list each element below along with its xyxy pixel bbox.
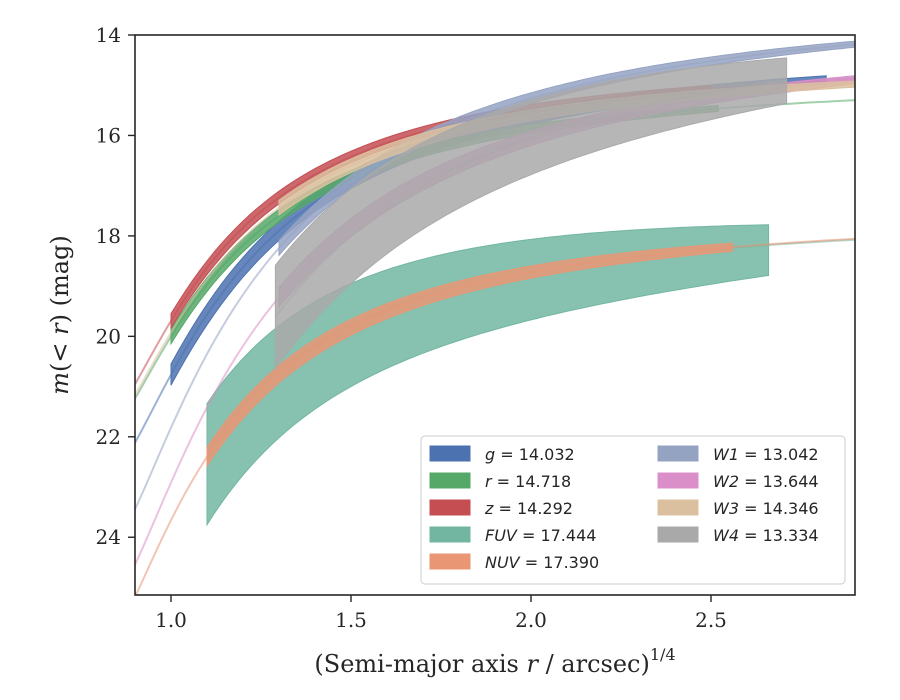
series-nuv-band (206, 242, 734, 468)
legend-swatch-w3 (657, 499, 699, 516)
axes-frame (134, 34, 856, 596)
x-tick-label: 2.5 (695, 608, 727, 632)
legend-label-fuv: FUV = 17.444 (485, 526, 596, 545)
series-w4 (274, 57, 788, 371)
legend-label-nuv: NUV = 17.390 (485, 553, 599, 572)
legend-label-w4: W4 = 13.334 (713, 526, 819, 545)
legend-swatch-fuv (429, 526, 471, 543)
legend: g = 14.032 r = 14.718 z = 14.292 FUV = 17.4… (420, 435, 846, 585)
legend-swatch-r (429, 472, 471, 489)
axis-ticks: 1.0 1.5 2.0 2.5 14 16 18 20 22 24 (96, 23, 727, 632)
x-axis-title: (Semi-major axis r / arcsec)1/4 (314, 645, 675, 678)
legend-label-w1: W1 = 13.042 (713, 445, 819, 464)
legend-label-r: r = 14.718 (485, 472, 571, 491)
legend-frame (420, 435, 846, 585)
legend-label-w3: W3 = 14.346 (713, 499, 819, 518)
series-w4-band (274, 57, 788, 371)
series-nuv (135, 237, 855, 595)
plot-area (135, 40, 855, 595)
legend-swatch-g (429, 445, 471, 462)
y-tick-label: 24 (96, 525, 121, 549)
legend-swatch-w4 (657, 526, 699, 543)
y-axis-title: m(< r) (mag) (46, 235, 74, 395)
x-tick-label: 1.5 (335, 608, 367, 632)
y-tick-label: 22 (96, 425, 121, 449)
series-fuv-band (206, 224, 770, 527)
y-tick-label: 18 (96, 224, 121, 248)
legend-swatch-w2 (657, 472, 699, 489)
legend-swatch-w1 (657, 445, 699, 462)
y-tick-label: 20 (96, 324, 121, 348)
x-tick-label: 2.0 (515, 608, 547, 632)
y-tick-label: 14 (96, 23, 121, 47)
y-tick-label: 16 (96, 123, 121, 147)
legend-label-z: z = 14.292 (484, 499, 573, 518)
legend-swatch-z (429, 499, 471, 516)
legend-label-w2: W2 = 13.644 (713, 472, 819, 491)
x-tick-label: 1.0 (155, 608, 187, 632)
legend-label-g: g = 14.032 (485, 445, 575, 464)
legend-swatch-nuv (429, 553, 471, 570)
